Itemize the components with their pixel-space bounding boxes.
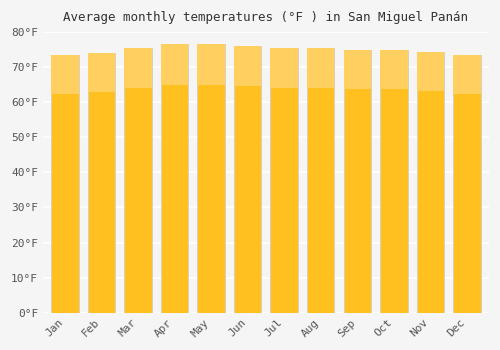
Bar bbox=[416, 51, 444, 91]
Bar bbox=[161, 44, 188, 313]
Bar bbox=[88, 53, 115, 92]
Bar bbox=[51, 55, 78, 313]
Bar bbox=[307, 48, 334, 313]
Bar bbox=[234, 46, 262, 86]
Bar bbox=[124, 48, 152, 313]
Bar bbox=[454, 55, 480, 313]
Title: Average monthly temperatures (°F ) in San Miguel Panán: Average monthly temperatures (°F ) in Sa… bbox=[64, 11, 468, 24]
Bar bbox=[307, 48, 334, 88]
Bar bbox=[454, 55, 480, 94]
Bar bbox=[344, 50, 371, 89]
Bar bbox=[198, 44, 225, 313]
Bar bbox=[380, 50, 407, 89]
Bar bbox=[198, 44, 225, 85]
Bar bbox=[380, 50, 407, 313]
Bar bbox=[270, 48, 298, 313]
Bar bbox=[234, 46, 262, 313]
Bar bbox=[344, 50, 371, 313]
Bar bbox=[51, 55, 78, 94]
Bar bbox=[416, 51, 444, 313]
Bar bbox=[270, 48, 298, 88]
Bar bbox=[124, 48, 152, 88]
Bar bbox=[88, 53, 115, 313]
Bar bbox=[161, 44, 188, 85]
